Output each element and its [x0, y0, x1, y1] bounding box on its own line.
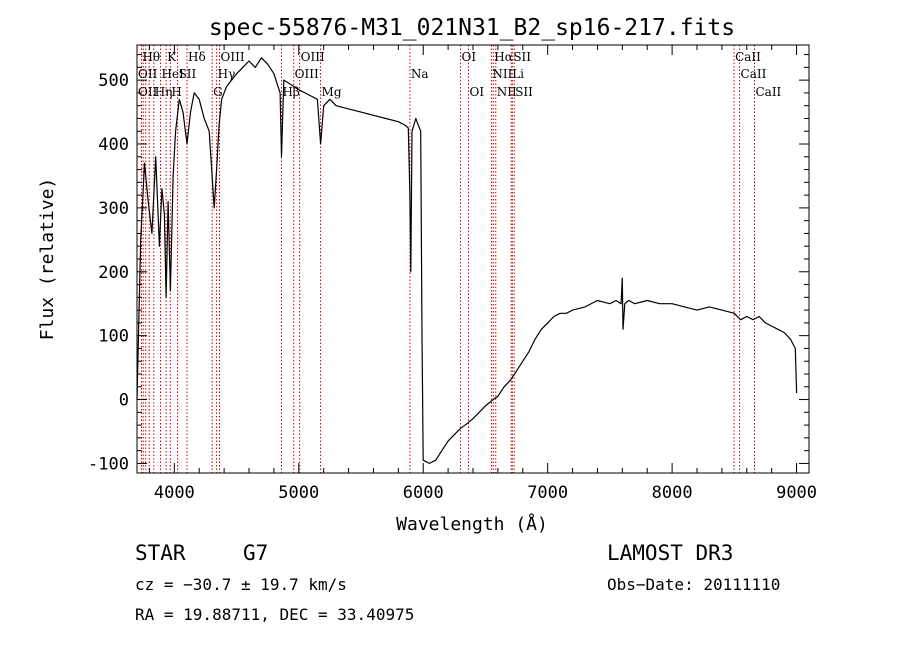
object-class: STAR	[135, 541, 186, 565]
chart-title: spec-55876-M31_021N31_B2_sp16-217.fits	[209, 15, 735, 41]
line-label-26: SII	[515, 85, 533, 99]
line-label-7: SII	[513, 50, 531, 64]
line-label-5: OI	[462, 50, 477, 64]
y-tick-label-0: 0	[119, 391, 129, 411]
line-label-15: NII	[492, 67, 512, 81]
x-tick-label-8000: 8000	[652, 483, 693, 503]
object-subclass: G7	[243, 541, 268, 565]
line-label-20: H	[171, 85, 181, 99]
y-tick-label-300: 300	[98, 199, 129, 219]
obs-date: Obs−Date: 20111110	[607, 575, 780, 594]
redshift-readout: cz = −30.7 ± 19.7 km/s	[135, 575, 347, 594]
y-tick-label-100: 100	[98, 327, 129, 347]
plot-frame	[136, 44, 810, 474]
line-label-19: Hη	[155, 85, 173, 99]
line-label-3: OIII	[221, 50, 245, 64]
y-axis-label: Flux (relative)	[37, 178, 58, 341]
line-label-0: Hθ	[142, 50, 160, 64]
line-label-17: CaII	[741, 67, 767, 81]
y-axis: -100 0 100 200 300 400 500	[88, 54, 809, 474]
y-tick-label-500: 500	[98, 71, 129, 91]
y-tick-label-400: 400	[98, 135, 129, 155]
x-tick-label-5000: 5000	[278, 483, 319, 503]
line-label-16: Li	[512, 67, 524, 81]
x-axis-label: Wavelength (Å)	[396, 513, 548, 535]
line-label-22: Hβ	[282, 85, 299, 99]
line-marker-group	[140, 45, 755, 473]
line-label-4: OIII	[301, 50, 325, 64]
line-label-24: OI	[470, 85, 485, 99]
line-label-13: OIII	[295, 67, 319, 81]
line-label-9: OII	[138, 67, 158, 81]
line-label-27: CaII	[755, 85, 781, 99]
x-tick-label-4000: 4000	[154, 483, 195, 503]
line-label-18: OII	[138, 85, 158, 99]
spectrum-line-group	[136, 57, 798, 464]
x-tick-label-7000: 7000	[527, 483, 568, 503]
y-tick-label-200: 200	[98, 263, 129, 283]
line-label-21: G	[213, 85, 223, 99]
line-label-6: Hα	[494, 50, 513, 64]
line-label-25: NII	[497, 85, 517, 99]
line-label-11: SII	[179, 67, 197, 81]
y-tick-label--100: -100	[88, 454, 129, 474]
line-label-12: Hγ	[218, 67, 236, 81]
x-tick-label-9000: 9000	[776, 483, 817, 503]
line-label-8: CaII	[735, 50, 761, 64]
spectrum-series-0	[136, 57, 798, 464]
x-tick-label-6000: 6000	[403, 483, 444, 503]
line-label-23: Mg	[322, 85, 342, 99]
line-label-1: K	[167, 50, 177, 64]
line-label-10: HeI	[162, 67, 185, 81]
survey-name: LAMOST DR3	[607, 541, 733, 565]
x-axis: 4000 5000 6000 7000 8000 9000	[148, 45, 817, 503]
coordinates-readout: RA = 19.88711, DEC = 33.40975	[135, 605, 414, 624]
line-label-2: Hδ	[188, 50, 206, 64]
line-label-14: Na	[411, 67, 429, 81]
